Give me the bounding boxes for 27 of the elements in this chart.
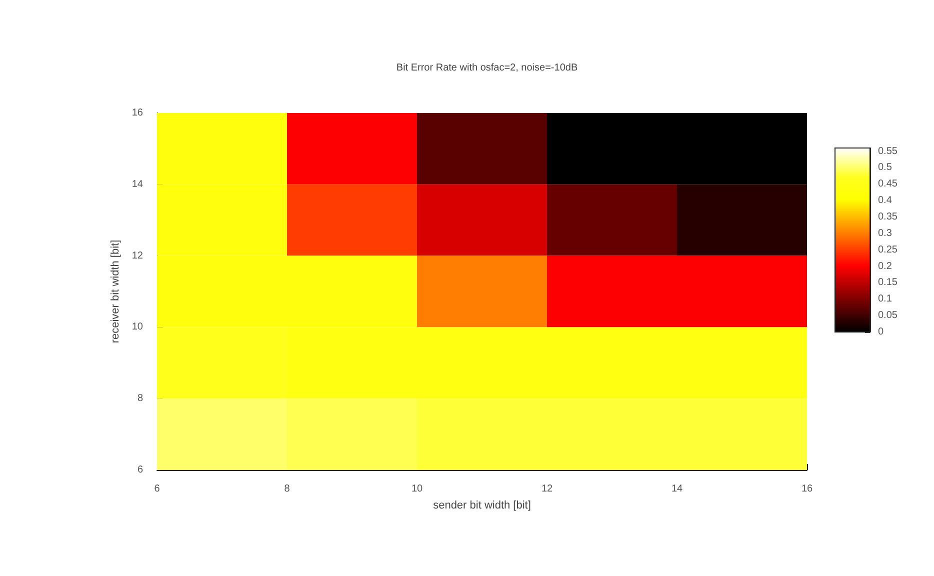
chart-title: Bit Error Rate with osfac=2, noise=-10dB: [396, 62, 578, 74]
x-tick-label: 6: [154, 484, 160, 494]
y-tick-label: 10: [132, 322, 144, 333]
color-bar-label: 0.5: [878, 162, 892, 174]
color-bar-label: 0.45: [878, 178, 898, 190]
y-tick-label: 8: [137, 393, 144, 404]
y-tick-label: 16: [132, 108, 144, 118]
y-tick-label: 14: [132, 178, 144, 190]
x-axis-title: sender bit width [bit]: [433, 500, 531, 512]
y-tick-label: 12: [132, 250, 144, 262]
color-bar-label: 0.25: [878, 244, 898, 256]
y-tick-label: 6: [137, 464, 144, 476]
color-bar-label: 0.4: [878, 195, 892, 206]
color-bar-label: 0: [878, 326, 884, 338]
color-bar-label: 0.1: [878, 294, 892, 305]
color-bar-label: 0.35: [878, 212, 898, 222]
y-axis-title: receiver bit width [bit]: [109, 240, 122, 344]
color-bar-label: 0.05: [878, 310, 898, 322]
color-bar-label: 0.3: [878, 228, 892, 239]
x-tick-label: 16: [801, 484, 813, 494]
x-tick-label: 10: [411, 484, 423, 494]
color-bar-label: 0.55: [878, 146, 898, 157]
color-bar-label: 0.2: [878, 260, 892, 272]
x-tick-label: 8: [284, 484, 290, 494]
x-tick-label: 14: [671, 484, 683, 494]
color-bar-label: 0.15: [878, 277, 898, 288]
x-tick-label: 12: [541, 484, 553, 494]
